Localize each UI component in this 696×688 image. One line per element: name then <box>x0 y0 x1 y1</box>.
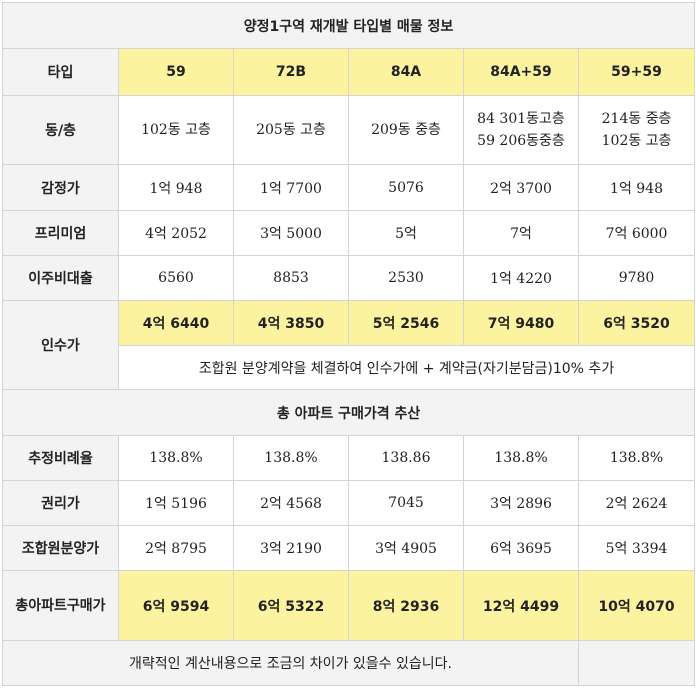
member-price-cell: 6억 3695 <box>463 525 579 571</box>
member-price-cell: 3억 4905 <box>348 525 464 571</box>
empty-cell <box>577 640 696 686</box>
premium-cell: 7억 <box>463 210 579 256</box>
type-label: 타입 <box>2 48 119 96</box>
ratio-cell: 138.8% <box>577 435 696 481</box>
rights-row: 권리가 1억 5196 2억 4568 7045 3억 2896 2억 2624 <box>2 480 696 526</box>
premium-cell: 3억 5000 <box>233 210 349 256</box>
ratio-cell: 138.86 <box>348 435 464 481</box>
title-row: 양정1구역 재개발 타입별 매물 정보 <box>1 2 696 49</box>
member-price-cell: 2억 8795 <box>118 525 234 571</box>
footnote-row: 개략적인 계산내용으로 조금의 차이가 있을수 있습니다. <box>2 640 696 686</box>
unit-cell: 84 301동고층 59 206동중층 <box>463 95 579 165</box>
relocation-loan-row: 이주비대출 6560 8853 2530 1억 4220 9780 <box>2 255 696 301</box>
premium-row: 프리미엄 4억 2052 3억 5000 5억 7억 7억 6000 <box>2 210 696 256</box>
member-price-cell: 5억 3394 <box>577 525 696 571</box>
acquisition-row: 인수가 4억 6440 4억 3850 5억 2546 7억 9480 6억 3… <box>2 300 696 390</box>
unit-cell: 102동 고층 <box>118 95 234 165</box>
appraisal-cell: 1억 7700 <box>233 164 349 211</box>
appraisal-cell: 1억 948 <box>118 164 234 211</box>
rights-cell: 3억 2896 <box>463 480 579 526</box>
unit-cell: 209동 중층 <box>348 95 464 165</box>
relocation-loan-cell: 8853 <box>233 255 349 301</box>
unit-line: 209동 중층 <box>371 122 441 138</box>
type-cell: 59 <box>118 48 234 96</box>
rights-cell: 1억 5196 <box>118 480 234 526</box>
total-cell: 12억 4499 <box>463 570 579 641</box>
premium-cell: 7억 6000 <box>577 210 696 256</box>
unit-line: 205동 고층 <box>256 122 326 138</box>
section2-title: 총 아파트 구매가격 추산 <box>1 389 696 436</box>
unit-line: 84 301동고층 <box>477 111 565 127</box>
appraisal-cell: 2억 3700 <box>463 164 579 211</box>
ratio-label: 추정비례율 <box>2 435 119 481</box>
type-cell: 84A <box>348 48 464 96</box>
unit-cell: 205동 고층 <box>233 95 349 165</box>
type-cell: 84A+59 <box>463 48 579 96</box>
unit-cell: 214동 중층 102동 고층 <box>577 95 696 165</box>
acquisition-cell: 6억 3520 <box>577 300 696 346</box>
footnote: 개략적인 계산내용으로 조금의 차이가 있을수 있습니다. <box>2 640 579 686</box>
rights-cell: 2억 4568 <box>233 480 349 526</box>
unit-line: 102동 고층 <box>601 133 672 149</box>
member-price-label: 조합원분양가 <box>2 525 119 571</box>
ratio-cell: 138.8% <box>233 435 349 481</box>
unit-label: 동/층 <box>2 95 119 165</box>
appraisal-cell: 1억 948 <box>577 164 696 211</box>
table-title: 양정1구역 재개발 타입별 매물 정보 <box>1 2 696 49</box>
unit-line: 102동 고층 <box>141 122 211 138</box>
appraisal-row: 감정가 1억 948 1억 7700 5076 2억 3700 1억 948 <box>2 164 696 211</box>
total-label: 총아파트구매가 <box>2 570 119 641</box>
relocation-loan-cell: 2530 <box>348 255 464 301</box>
unit-line: 59 206동중층 <box>477 133 565 149</box>
acquisition-cell: 7억 9480 <box>463 300 579 346</box>
total-cell: 10억 4070 <box>577 570 696 641</box>
relocation-loan-label: 이주비대출 <box>2 255 119 301</box>
type-row: 타입 59 72B 84A 84A+59 59+59 <box>2 48 696 96</box>
relocation-loan-cell: 9780 <box>577 255 696 301</box>
premium-label: 프리미엄 <box>2 210 119 256</box>
relocation-loan-cell: 6560 <box>118 255 234 301</box>
total-cell: 8억 2936 <box>348 570 464 641</box>
ratio-cell: 138.8% <box>118 435 234 481</box>
section2-title-row: 총 아파트 구매가격 추산 <box>1 389 696 436</box>
appraisal-cell: 5076 <box>348 164 464 211</box>
ratio-row: 추정비례율 138.8% 138.8% 138.86 138.8% 138.8% <box>2 435 696 481</box>
rights-cell: 7045 <box>348 480 464 526</box>
relocation-loan-cell: 1억 4220 <box>463 255 579 301</box>
total-cell: 6억 9594 <box>118 570 234 641</box>
type-cell: 72B <box>233 48 349 96</box>
member-price-row: 조합원분양가 2억 8795 3억 2190 3억 4905 6억 3695 5… <box>2 525 696 571</box>
acquisition-label: 인수가 <box>2 300 119 390</box>
rights-label: 권리가 <box>2 480 119 526</box>
total-row: 총아파트구매가 6억 9594 6억 5322 8억 2936 12억 4499… <box>2 570 696 641</box>
appraisal-label: 감정가 <box>2 164 119 211</box>
acquisition-cell: 4억 3850 <box>233 300 349 346</box>
acquisition-note-row: 조합원 분양계약을 체결하여 인수가에 + 계약금(자기분담금)10% 추가 <box>3 345 696 390</box>
acquisition-cell: 5억 2546 <box>348 300 464 346</box>
ratio-cell: 138.8% <box>463 435 579 481</box>
unit-line: 214동 중층 <box>601 111 672 127</box>
type-cell: 59+59 <box>577 48 696 96</box>
rights-cell: 2억 2624 <box>577 480 696 526</box>
acquisition-cell: 4억 6440 <box>118 300 234 346</box>
acquisition-note: 조합원 분양계약을 체결하여 인수가에 + 계약금(자기분담금)10% 추가 <box>117 345 696 390</box>
premium-cell: 4억 2052 <box>118 210 234 256</box>
premium-cell: 5억 <box>348 210 464 256</box>
unit-row: 동/층 102동 고층 205동 고층 209동 중층 84 301동고층 59… <box>2 95 696 165</box>
total-cell: 6억 5322 <box>233 570 349 641</box>
member-price-cell: 3억 2190 <box>233 525 349 571</box>
